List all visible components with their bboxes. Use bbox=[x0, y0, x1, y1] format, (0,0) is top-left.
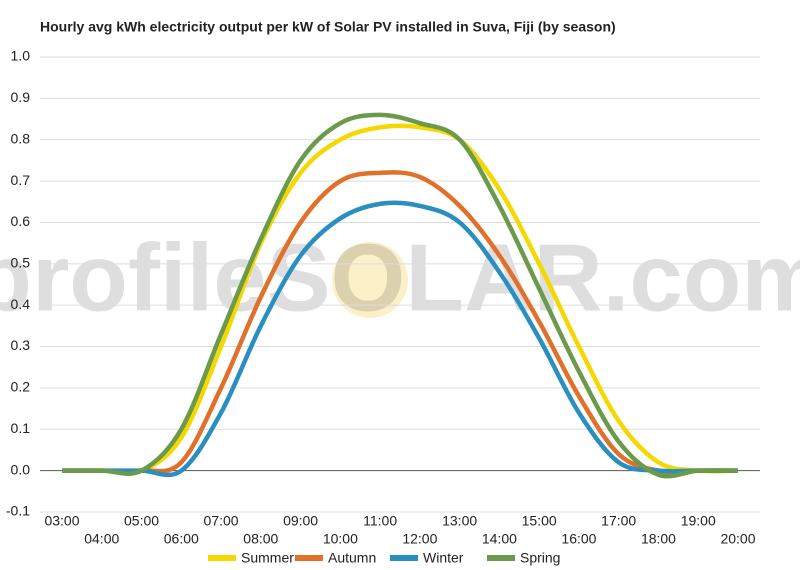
x-tick-label: 15:00 bbox=[522, 513, 557, 529]
x-tick-label: 10:00 bbox=[323, 531, 358, 547]
series-line bbox=[61, 123, 739, 476]
x-tick-label: 17:00 bbox=[601, 513, 636, 529]
y-tick-label: 0.4 bbox=[11, 296, 31, 312]
y-tick-label: 0.9 bbox=[11, 89, 31, 105]
y-tick-label: 0.6 bbox=[11, 213, 31, 229]
watermark-sun bbox=[332, 242, 408, 318]
x-tick-label: 07:00 bbox=[204, 513, 239, 529]
watermark: profileSOLAR.com bbox=[0, 224, 800, 331]
y-tick-label: 1.0 bbox=[11, 48, 31, 64]
x-tick-label: 18:00 bbox=[641, 531, 676, 547]
y-tick-label: 0.8 bbox=[11, 130, 31, 146]
chart-title: Hourly avg kWh electricity output per kW… bbox=[40, 19, 616, 35]
y-tick-label: 0.2 bbox=[11, 379, 31, 395]
legend-swatch bbox=[487, 555, 515, 561]
x-tick-label: 03:00 bbox=[44, 513, 79, 529]
x-tick-label: 04:00 bbox=[84, 531, 119, 547]
x-tick-label: 11:00 bbox=[363, 513, 397, 529]
y-tick-label: 0.3 bbox=[11, 337, 31, 353]
x-tick-label: 09:00 bbox=[283, 513, 318, 529]
x-tick-label: 12:00 bbox=[402, 531, 437, 547]
series-line bbox=[61, 200, 738, 478]
series-line bbox=[61, 112, 739, 479]
x-tick-label: 16:00 bbox=[561, 531, 596, 547]
legend-swatch bbox=[295, 555, 323, 561]
x-tick-label: 19:00 bbox=[681, 513, 716, 529]
x-tick-label: 20:00 bbox=[720, 531, 755, 547]
x-tick-label: 13:00 bbox=[442, 513, 477, 529]
legend-label: Summer bbox=[241, 550, 294, 566]
x-tick-label: 08:00 bbox=[243, 531, 278, 547]
y-tick-label: -0.1 bbox=[6, 503, 30, 519]
series-line bbox=[61, 170, 738, 475]
y-tick-label: 0.7 bbox=[11, 172, 31, 188]
legend-swatch bbox=[208, 555, 236, 561]
legend-label: Spring bbox=[520, 550, 560, 566]
legend-label: Winter bbox=[423, 550, 464, 566]
y-tick-label: 0.5 bbox=[11, 255, 31, 271]
x-tick-label: 05:00 bbox=[124, 513, 159, 529]
x-tick-label: 14:00 bbox=[482, 531, 517, 547]
y-tick-label: 0.0 bbox=[11, 461, 31, 477]
legend-swatch bbox=[390, 555, 418, 561]
y-tick-label: 0.1 bbox=[11, 420, 31, 436]
x-tick-label: 06:00 bbox=[164, 531, 199, 547]
legend-label: Autumn bbox=[328, 550, 376, 566]
